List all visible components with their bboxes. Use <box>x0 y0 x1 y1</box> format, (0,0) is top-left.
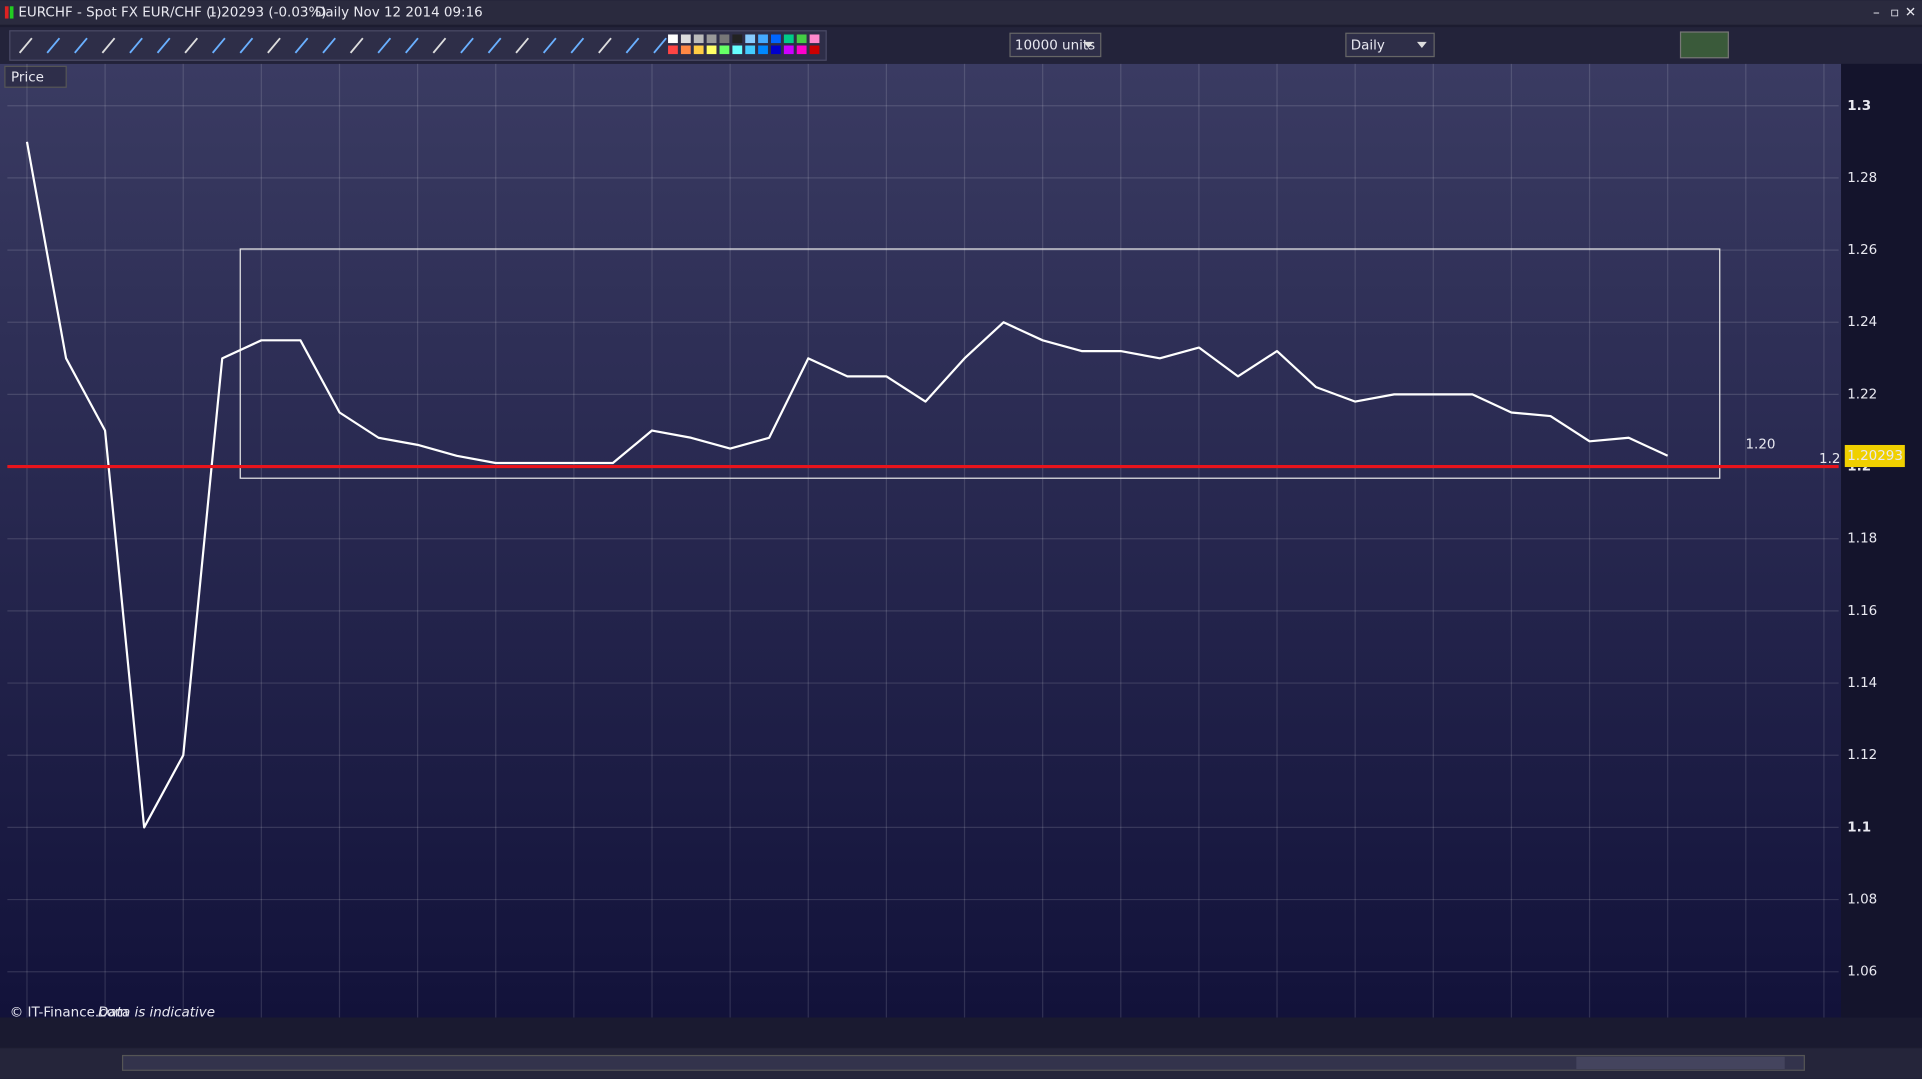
units-value: 10000 units <box>1015 38 1095 54</box>
tool-icon[interactable] <box>349 37 364 54</box>
y-tick-label: 1.14 <box>1847 675 1877 691</box>
tool-icon[interactable] <box>570 37 585 54</box>
icon <box>9 6 14 19</box>
color-swatch[interactable] <box>680 45 691 55</box>
y-tick-label: 1.3 <box>1847 98 1871 114</box>
tool-icon[interactable] <box>184 37 199 54</box>
color-swatch[interactable] <box>809 45 820 55</box>
tool-icon[interactable] <box>542 37 557 54</box>
dropdown-arrow <box>1083 41 1094 48</box>
y-tick-label: 1.12 <box>1847 747 1877 763</box>
color-swatch[interactable] <box>771 34 781 44</box>
note: Data is indicative <box>98 1005 215 1021</box>
units-dropdown[interactable] <box>1009 32 1102 58</box>
close[interactable]: ✕ <box>1905 4 1916 20</box>
tool-icons <box>18 34 820 55</box>
y-tick-label: 1.24 <box>1847 314 1877 330</box>
tool-icon[interactable] <box>405 37 419 54</box>
color-swatch[interactable] <box>809 34 820 44</box>
restore[interactable]: ▫ <box>1890 4 1899 20</box>
title-bar <box>0 0 1922 25</box>
color-swatch[interactable] <box>668 34 678 44</box>
price-axis <box>1841 63 1922 1018</box>
tool-icon[interactable] <box>432 37 447 54</box>
last-price: 1.20293 <box>1847 448 1903 464</box>
tool-icon[interactable] <box>74 37 88 54</box>
tool-icon[interactable] <box>515 37 530 54</box>
color-swatch[interactable] <box>758 34 768 44</box>
color-swatch[interactable] <box>745 45 756 55</box>
quote: 1.20293 (-0.03%) <box>208 4 326 20</box>
y-tick-label: 1.06 <box>1847 964 1877 980</box>
tool-icon[interactable] <box>129 37 143 54</box>
last-price-box <box>1844 444 1905 468</box>
interval-value: Daily <box>1351 38 1385 54</box>
grid <box>7 63 1839 1018</box>
plot-area <box>0 63 1842 1018</box>
color-swatch[interactable] <box>706 45 717 55</box>
status: Daily Nov 12 2014 09:16 <box>315 4 483 20</box>
time-axis <box>0 1017 1922 1047</box>
tool-icon[interactable] <box>377 37 392 54</box>
tool-icon[interactable] <box>653 37 667 54</box>
tool-icon[interactable] <box>267 37 281 54</box>
color-swatch[interactable] <box>719 34 730 44</box>
icon <box>4 6 9 19</box>
tool-icon[interactable] <box>46 37 61 54</box>
color-swatch[interactable] <box>719 45 730 55</box>
minimize[interactable]: – <box>1873 4 1880 20</box>
color-swatch[interactable] <box>680 34 691 44</box>
tool-icon[interactable] <box>156 37 171 54</box>
color-swatch[interactable] <box>668 45 678 55</box>
y-tick-label: 1.08 <box>1847 892 1877 908</box>
window-title: EURCHF - Spot FX EUR/CHF (-) <box>18 4 221 20</box>
tool-icon[interactable] <box>294 37 309 54</box>
support-label: 1.20 <box>1745 437 1775 453</box>
support-tag: 1.2 <box>1819 451 1840 467</box>
y-tick-label: 1.16 <box>1847 603 1877 619</box>
panel-label-box[interactable] <box>4 65 67 88</box>
tool-icon[interactable] <box>460 37 474 54</box>
copyright: © IT-Finance.com <box>10 1005 128 1021</box>
tool-icon[interactable] <box>101 37 116 54</box>
scrollbar[interactable] <box>121 1054 1805 1071</box>
tool-icon[interactable] <box>18 37 33 54</box>
dropdown-arrow <box>1416 41 1427 48</box>
y-tick-label: 1.22 <box>1847 386 1877 402</box>
y-tick-label: 1.18 <box>1847 531 1877 547</box>
color-swatch[interactable] <box>745 34 756 44</box>
color-swatch[interactable] <box>796 34 807 44</box>
panel-label: Price <box>11 69 44 85</box>
y-tick-label: 1.26 <box>1847 242 1877 258</box>
tool-icon[interactable] <box>487 37 502 54</box>
color-swatch[interactable] <box>693 45 704 55</box>
color-swatch[interactable] <box>706 34 717 44</box>
tool-icon[interactable] <box>625 37 640 54</box>
tool-icon[interactable] <box>598 37 612 54</box>
color-swatch[interactable] <box>693 34 704 44</box>
color-swatch[interactable] <box>758 45 768 55</box>
color-swatch[interactable] <box>732 34 743 44</box>
color-swatch[interactable] <box>771 45 781 55</box>
price-line <box>25 141 1669 829</box>
drawn-rectangle <box>239 248 1721 479</box>
y-tick-label: 1.1 <box>1847 819 1871 835</box>
tool-icon[interactable] <box>211 37 226 54</box>
color-swatch[interactable] <box>783 34 794 44</box>
tool-icon[interactable] <box>322 37 336 54</box>
color-swatch[interactable] <box>796 45 807 55</box>
tool-strip <box>9 30 827 61</box>
chart-type-button[interactable] <box>1679 31 1729 59</box>
scroll-thumb[interactable] <box>1576 1056 1785 1070</box>
y-tick-label: 1.28 <box>1847 170 1877 186</box>
color-swatch[interactable] <box>732 45 743 55</box>
color-swatch[interactable] <box>783 45 794 55</box>
tool-icon[interactable] <box>239 37 254 54</box>
interval-dropdown[interactable] <box>1345 32 1435 58</box>
